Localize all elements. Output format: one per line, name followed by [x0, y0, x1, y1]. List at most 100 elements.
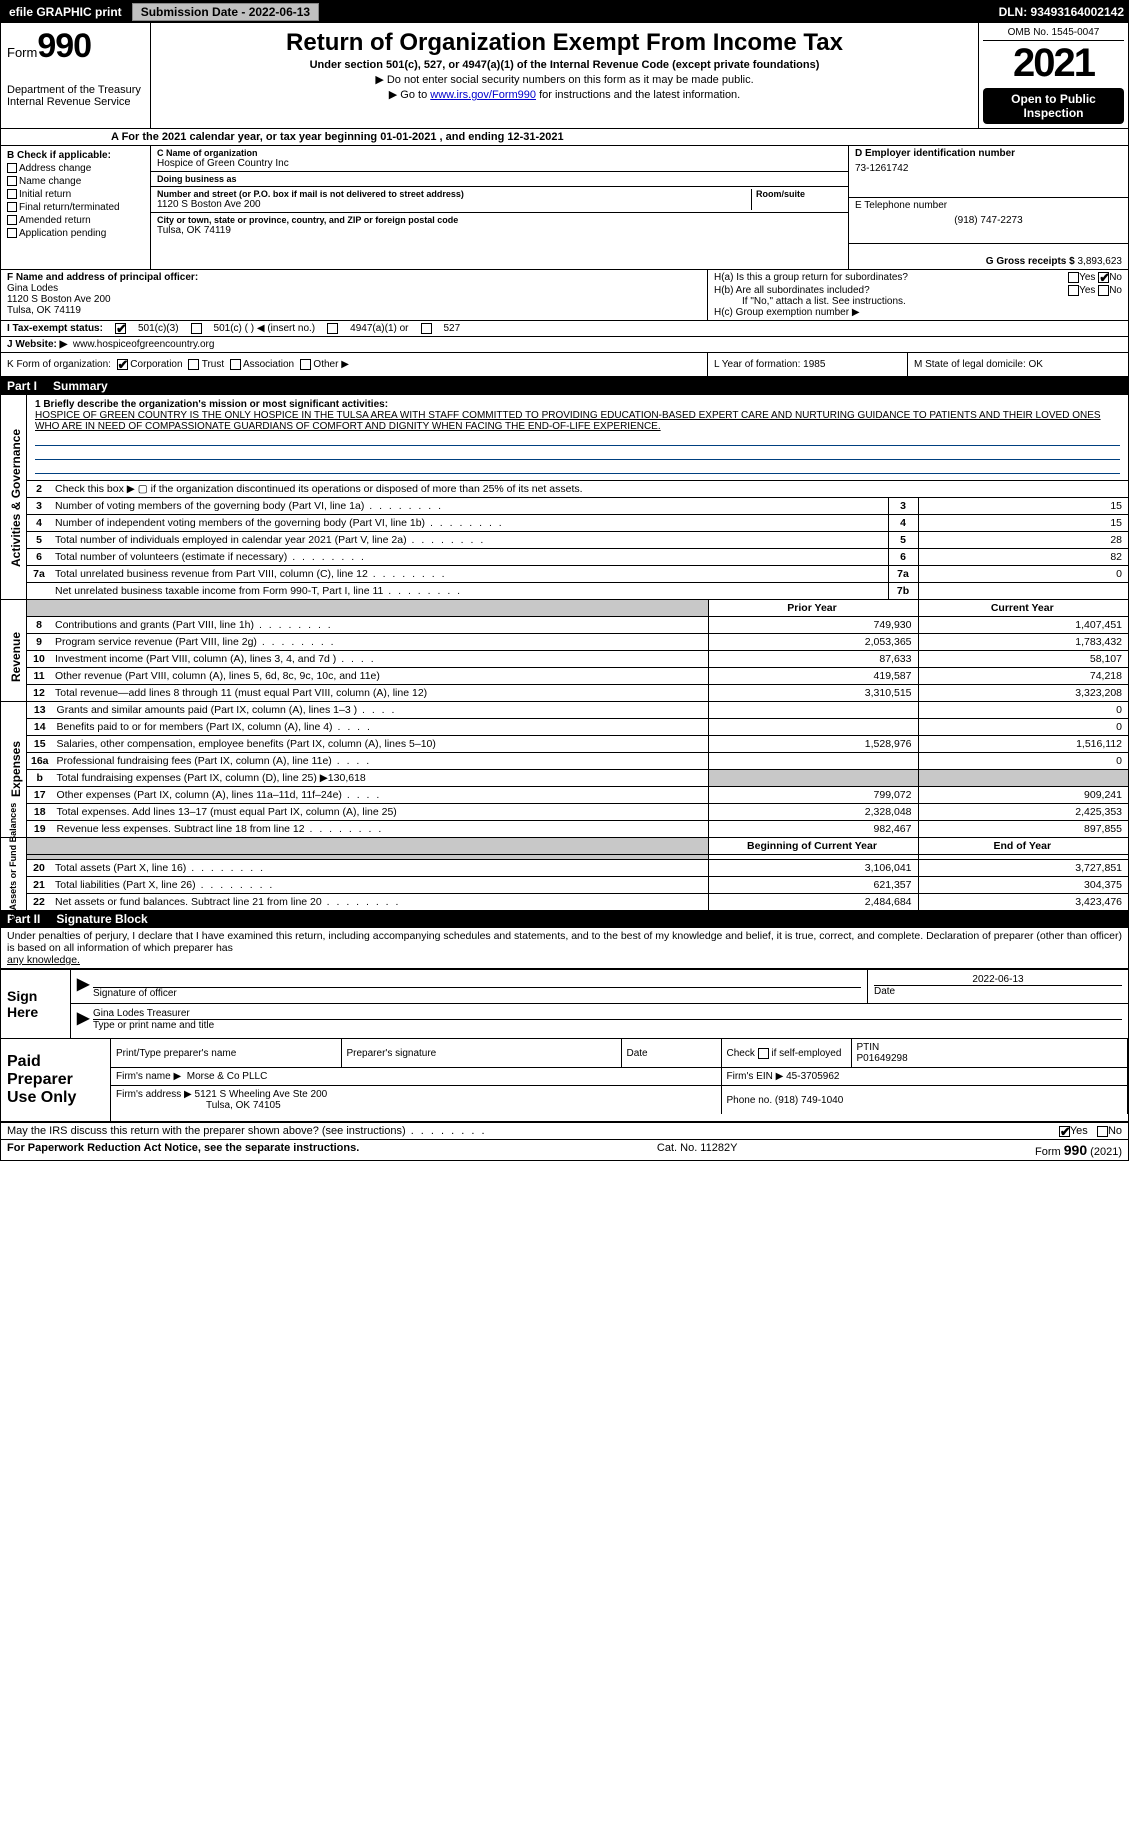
line17-current: 909,241 [918, 787, 1128, 804]
website-value: www.hospiceofgreencountry.org [73, 339, 215, 350]
phone-value: (918) 747-2273 [855, 215, 1122, 226]
rule-line [35, 462, 1120, 474]
trust-checkbox[interactable] [188, 359, 199, 370]
line12-current: 3,323,208 [918, 685, 1128, 702]
dba-label: Doing business as [157, 174, 842, 184]
current-year-head: Current Year [918, 600, 1128, 617]
discuss-no-checkbox[interactable] [1097, 1126, 1108, 1137]
org-name-label: C Name of organization [157, 148, 842, 158]
line14-prior [708, 719, 918, 736]
tax-exempt-row: I Tax-exempt status: 501(c)(3) 501(c) ( … [1, 320, 1128, 336]
omb-number: OMB No. 1545-0047 [983, 27, 1124, 41]
discuss-row: May the IRS discuss this return with the… [1, 1123, 1128, 1139]
form-number: 990 [37, 27, 91, 65]
part-2-header: Part II Signature Block [1, 910, 1128, 928]
efile-topbar: efile GRAPHIC print Submission Date - 20… [1, 1, 1128, 23]
sign-here-label: Sign Here [1, 970, 71, 1038]
gross-receipts-value: 3,893,623 [1078, 256, 1123, 267]
h-b-note: If "No," attach a list. See instructions… [714, 296, 1122, 307]
prep-date-head: Date [621, 1039, 721, 1068]
irs-link[interactable]: www.irs.gov/Form990 [430, 89, 536, 101]
ha-no-checkbox[interactable] [1098, 272, 1109, 283]
501c-checkbox[interactable] [191, 323, 202, 334]
h-a-label: H(a) Is this a group return for subordin… [714, 272, 1068, 283]
sig-officer-label: Signature of officer [93, 988, 861, 999]
line11-prior: 419,587 [708, 668, 918, 685]
527-checkbox[interactable] [421, 323, 432, 334]
dept-treasury: Department of the Treasury [7, 84, 144, 96]
4947-checkbox[interactable] [327, 323, 338, 334]
ptin-value: P01649298 [857, 1053, 1123, 1064]
checkbox-amended[interactable] [7, 215, 17, 225]
revenue-table: Prior YearCurrent Year 8Contributions an… [27, 600, 1128, 701]
paid-preparer-block: Paid Preparer Use Only Print/Type prepar… [1, 1038, 1128, 1123]
501c3-checkbox[interactable] [115, 323, 126, 334]
year-formation: 1985 [803, 359, 825, 370]
firm-ein: 45-3705962 [786, 1071, 839, 1082]
line8-current: 1,407,451 [918, 617, 1128, 634]
begin-year-head: Beginning of Current Year [708, 838, 918, 855]
line8-prior: 749,930 [708, 617, 918, 634]
line10-prior: 87,633 [708, 651, 918, 668]
pra-notice: For Paperwork Reduction Act Notice, see … [7, 1142, 359, 1158]
assoc-checkbox[interactable] [230, 359, 241, 370]
netassets-section: Net Assets or Fund Balances Beginning of… [1, 838, 1128, 910]
phone-label: E Telephone number [855, 200, 1122, 211]
city-label: City or town, state or province, country… [157, 215, 842, 225]
org-name: Hospice of Green Country Inc [157, 158, 842, 169]
expenses-table: 13Grants and similar amounts paid (Part … [27, 702, 1128, 837]
checkbox-app-pending[interactable] [7, 228, 17, 238]
firm-addr2: Tulsa, OK 74105 [116, 1100, 716, 1111]
line16a-current: 0 [918, 753, 1128, 770]
line22-begin: 2,484,684 [708, 894, 918, 911]
checkbox-final-return[interactable] [7, 202, 17, 212]
addr-label: Number and street (or P.O. box if mail i… [157, 189, 751, 199]
open-to-public-badge: Open to Public Inspection [983, 88, 1124, 124]
revenue-section: Revenue Prior YearCurrent Year 8Contribu… [1, 600, 1128, 702]
perjury-declaration: Under penalties of perjury, I declare th… [1, 928, 1128, 968]
line19-prior: 982,467 [708, 821, 918, 838]
line19-current: 897,855 [918, 821, 1128, 838]
paid-preparer-label: Paid Preparer Use Only [1, 1039, 111, 1121]
ha-yes-checkbox[interactable] [1068, 272, 1079, 283]
sig-date: 2022-06-13 [874, 974, 1122, 986]
line15-prior: 1,528,976 [708, 736, 918, 753]
line12-prior: 3,310,515 [708, 685, 918, 702]
line4-value: 15 [918, 515, 1128, 532]
check-b-label: B Check if applicable: [7, 150, 144, 161]
governance-section: Activities & Governance 1 Briefly descri… [1, 395, 1128, 600]
line20-begin: 3,106,041 [708, 860, 918, 877]
line13-current: 0 [918, 702, 1128, 719]
prep-name-head: Print/Type preparer's name [111, 1039, 341, 1068]
checkbox-initial-return[interactable] [7, 189, 17, 199]
line5-value: 28 [918, 532, 1128, 549]
sign-here-block: Sign Here ▶ Signature of officer 2022-06… [1, 968, 1128, 1038]
period-row: A For the 2021 calendar year, or tax yea… [1, 129, 1128, 146]
officer-name: Gina Lodes [7, 283, 701, 294]
hb-no-checkbox[interactable] [1098, 285, 1109, 296]
other-checkbox[interactable] [300, 359, 311, 370]
checkbox-address-change[interactable] [7, 163, 17, 173]
officer-print-name: Gina Lodes Treasurer [93, 1008, 1122, 1020]
submission-date-button[interactable]: Submission Date - 2022-06-13 [132, 3, 319, 21]
checkbox-name-change[interactable] [7, 176, 17, 186]
form-prefix: Form [7, 45, 37, 60]
self-employed-checkbox[interactable] [758, 1048, 769, 1059]
ein-label: D Employer identification number [855, 148, 1122, 159]
prep-sig-head: Preparer's signature [341, 1039, 621, 1068]
officer-label: F Name and address of principal officer: [7, 272, 701, 283]
ein-value: 73-1261742 [855, 163, 1122, 174]
discuss-yes-checkbox[interactable] [1059, 1126, 1070, 1137]
print-name-label: Type or print name and title [93, 1020, 1122, 1031]
ptin-label: PTIN [857, 1042, 1123, 1053]
goto-pre: ▶ Go to [389, 89, 430, 101]
hb-yes-checkbox[interactable] [1068, 285, 1079, 296]
line10-current: 58,107 [918, 651, 1128, 668]
prior-year-head: Prior Year [708, 600, 918, 617]
line18-current: 2,425,353 [918, 804, 1128, 821]
corp-checkbox[interactable] [117, 359, 128, 370]
line21-begin: 621,357 [708, 877, 918, 894]
sidetab-netassets: Net Assets or Fund Balances [8, 827, 18, 927]
line13-prior [708, 702, 918, 719]
state-domicile: OK [1029, 359, 1043, 370]
